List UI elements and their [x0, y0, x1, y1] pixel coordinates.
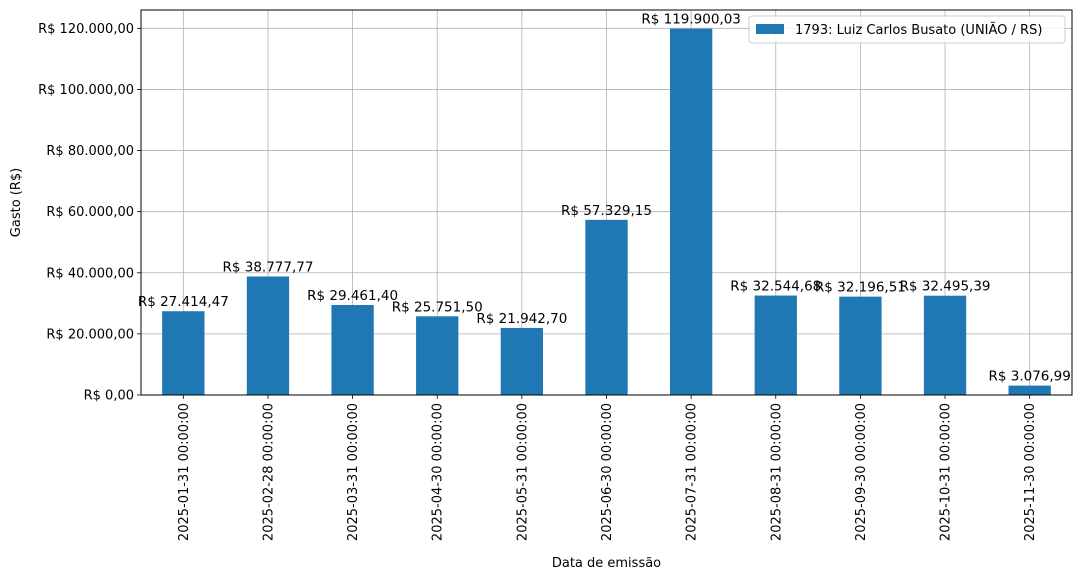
bar-value-label: R$ 38.777,77 [222, 260, 313, 276]
bar-value-label: R$ 27.414,47 [138, 294, 229, 310]
bar [923, 295, 967, 395]
x-axis-ticks: 2025-01-31 00:00:00 2025-02-28 00:00:00 20… [177, 395, 1038, 541]
x-tick-label: 2025-03-31 00:00:00 [346, 403, 361, 541]
y-tick-label: R$ 80.000,00 [46, 144, 134, 159]
bar [669, 28, 713, 396]
x-tick-label: 2025-04-30 00:00:00 [431, 403, 446, 541]
bar [585, 219, 628, 395]
legend-box [748, 15, 1066, 44]
y-tick-label: R$ 60.000,00 [46, 205, 134, 220]
x-axis-title: Data de emissão [552, 556, 661, 571]
y-tick-label: R$ 0,00 [84, 389, 134, 404]
bar [1008, 385, 1051, 395]
legend: 1793: Luiz Carlos Busato (UNIÃO / RS) [748, 15, 1066, 44]
legend-swatch [756, 24, 784, 34]
bar-value-label: R$ 119.900,03 [641, 12, 741, 28]
bar-value-label: R$ 21.942,70 [476, 311, 567, 327]
x-tick-label: 2025-09-30 00:00:00 [854, 403, 869, 541]
legend-label: 1793: Luiz Carlos Busato (UNIÃO / RS) [795, 22, 1042, 38]
y-axis-title: Gasto (R$) [9, 168, 24, 237]
x-tick-label: 2025-07-31 00:00:00 [685, 403, 700, 541]
bar-value-label: R$ 32.544,68 [730, 279, 821, 295]
x-tick-label: 2025-01-31 00:00:00 [177, 403, 192, 541]
y-axis-ticks: R$ 0,00 R$ 20.000,00 R$ 40.000,00 R$ 60.000… [38, 22, 141, 404]
bar [416, 316, 459, 395]
x-tick-label: 2025-11-30 00:00:00 [1023, 403, 1038, 541]
bar [754, 295, 797, 395]
bar [839, 296, 882, 395]
bar-value-label: R$ 3.076,99 [988, 369, 1070, 385]
y-tick-label: R$ 120.000,00 [38, 22, 134, 37]
y-tick-label: R$ 100.000,00 [38, 83, 134, 98]
bar-value-label: R$ 57.329,15 [561, 203, 652, 219]
bars [162, 28, 1051, 396]
x-tick-label: 2025-10-31 00:00:00 [939, 403, 954, 541]
bar [500, 327, 544, 395]
x-tick-label: 2025-06-30 00:00:00 [600, 403, 615, 541]
x-tick-label: 2025-02-28 00:00:00 [261, 403, 276, 541]
bar-value-label: R$ 29.461,40 [307, 288, 398, 304]
bar [331, 304, 374, 395]
x-tick-label: 2025-08-31 00:00:00 [769, 403, 784, 541]
bar-value-label: R$ 25.751,50 [392, 299, 483, 315]
y-tick-label: R$ 40.000,00 [46, 266, 134, 281]
bar-value-label: R$ 32.196,51 [815, 280, 906, 296]
x-tick-label: 2025-05-31 00:00:00 [515, 403, 530, 541]
bar [246, 276, 290, 395]
bar [162, 311, 205, 395]
bar-value-labels: R$ 27.414,47R$ 38.777,77R$ 29.461,40R$ 2… [138, 12, 1071, 385]
y-tick-label: R$ 20.000,00 [46, 327, 134, 342]
bar-value-label: R$ 32.495,39 [900, 279, 991, 295]
